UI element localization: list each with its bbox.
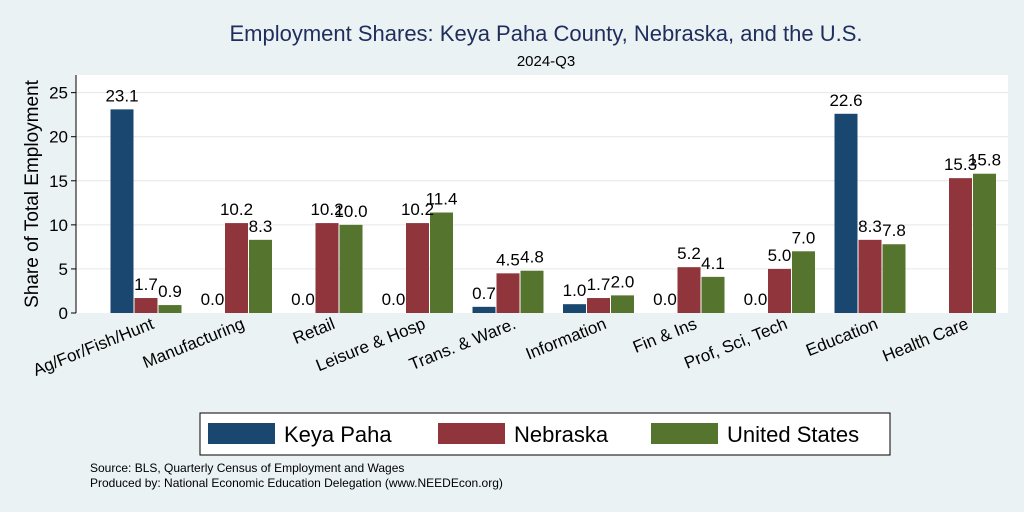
bar (339, 224, 363, 313)
data-label: 4.8 (520, 248, 544, 267)
y-tick-label: 5 (59, 260, 68, 279)
bar (520, 270, 544, 313)
data-label: 5.2 (677, 244, 701, 263)
legend-swatch-keya-paha (208, 423, 275, 444)
y-tick-label: 0 (59, 304, 68, 323)
bar (225, 223, 248, 313)
data-label: 10.0 (334, 202, 367, 221)
chart-subtitle: 2024-Q3 (517, 53, 575, 70)
category-label: Information (523, 314, 609, 363)
data-label: 15.8 (968, 151, 1001, 170)
data-label: 10.2 (310, 200, 343, 219)
bar (496, 273, 520, 313)
data-label: 0.0 (201, 290, 225, 309)
data-label: 1.0 (563, 281, 587, 300)
bar (430, 212, 453, 313)
data-label: 4.5 (496, 250, 520, 269)
data-label: 4.1 (701, 254, 725, 273)
data-label: 1.7 (587, 275, 611, 294)
data-label: 1.7 (134, 275, 158, 294)
data-label: 22.6 (829, 91, 862, 110)
category-label: Manufacturing (140, 314, 247, 372)
bar (134, 298, 158, 313)
bar (406, 223, 429, 313)
data-label: 8.3 (858, 217, 882, 236)
category-label: Ag/For/Fish/Hunt (30, 314, 157, 380)
bars (110, 109, 996, 313)
y-tick-label: 25 (49, 84, 68, 103)
data-label: 0.0 (744, 290, 768, 309)
bar (701, 276, 725, 313)
bar (110, 109, 134, 313)
bar (472, 306, 496, 313)
bar (563, 304, 586, 313)
data-label: 23.1 (105, 86, 138, 105)
bar (858, 239, 882, 313)
data-label: 7.0 (792, 228, 816, 247)
bar (882, 244, 906, 313)
category-label: Retail (290, 314, 337, 348)
bar (834, 113, 858, 313)
legend-swatch-nebraska (438, 423, 505, 444)
data-label: 0.9 (158, 282, 182, 301)
bar (611, 295, 634, 313)
data-label: 5.0 (768, 246, 792, 265)
data-label: 10.2 (220, 200, 253, 219)
bar (768, 268, 791, 313)
y-tick-label: 10 (49, 216, 68, 235)
data-label: 15.3 (944, 155, 977, 174)
bar (587, 298, 610, 313)
data-label: 0.0 (653, 290, 677, 309)
legend: Keya Paha Nebraska United States (199, 412, 891, 456)
legend-label-united-states: United States (727, 422, 859, 447)
data-label: 11.4 (426, 190, 458, 209)
bar (792, 251, 815, 313)
data-label: 2.0 (611, 272, 635, 291)
legend-swatch-united-states (651, 423, 718, 444)
legend-label-nebraska: Nebraska (514, 422, 609, 447)
source-line-1: Source: BLS, Quarterly Census of Employm… (90, 461, 404, 475)
legend-label-keya-paha: Keya Paha (284, 422, 392, 447)
data-label: 0.0 (382, 290, 406, 309)
data-labels: 23.11.7 0.9 0.010.28.30.010.210.00.010.211… (105, 86, 1001, 309)
bar (973, 173, 996, 313)
y-ticks: 0 5 10 15 20 25 (49, 84, 76, 323)
bar (949, 178, 972, 313)
data-label: 0.7 (472, 284, 496, 303)
category-label: Health Care (880, 314, 971, 366)
chart-title: Employment Shares: Keya Paha County, Neb… (229, 21, 862, 46)
legend-box (199, 412, 891, 456)
bar (158, 305, 182, 313)
data-label: 7.8 (882, 221, 906, 240)
category-label: Prof, Sci, Tech (682, 314, 790, 373)
bar (677, 267, 701, 313)
category-label: Fin & Ins (630, 314, 699, 357)
bar (315, 223, 339, 313)
bar (249, 239, 272, 313)
y-tick-label: 20 (49, 128, 68, 147)
y-tick-label: 15 (49, 172, 68, 191)
data-label: 8.3 (249, 217, 273, 236)
data-label: 10.2 (401, 200, 434, 219)
data-label: 0.0 (291, 290, 315, 309)
category-label: Education (803, 314, 880, 360)
y-axis-label: Share of Total Employment (22, 79, 43, 307)
source-line-2: Produced by: National Economic Education… (90, 476, 503, 490)
